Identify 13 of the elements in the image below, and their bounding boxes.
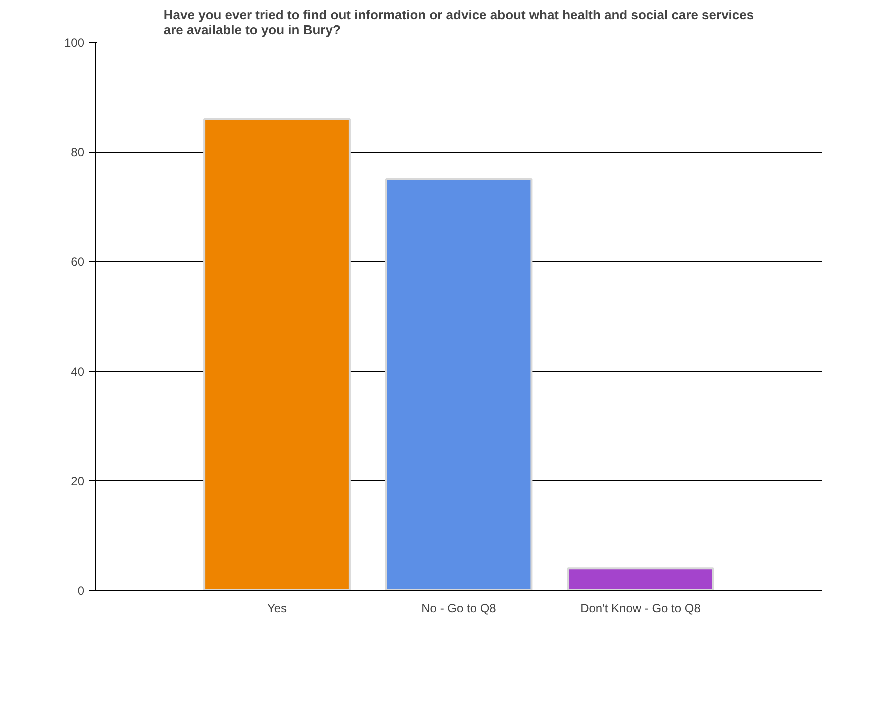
y-tick-label: 80 [71, 146, 85, 160]
x-tick-label: Yes [267, 602, 288, 616]
y-tick-label: 100 [64, 36, 85, 50]
bar [204, 118, 351, 590]
x-tick-label: No - Go to Q8 [422, 602, 497, 616]
chart-title: Have you ever tried to find out information or advice about what health and social care services are available to you in Bury? [164, 8, 754, 38]
y-tick-label: 40 [71, 364, 85, 379]
bar [567, 568, 714, 590]
y-tick-label: 60 [71, 255, 85, 270]
x-tick-label: Don't Know - Go to Q8 [580, 602, 702, 616]
bar [385, 178, 533, 590]
y-tick-label: 20 [71, 474, 85, 488]
y-tick-label: 0 [78, 584, 85, 598]
